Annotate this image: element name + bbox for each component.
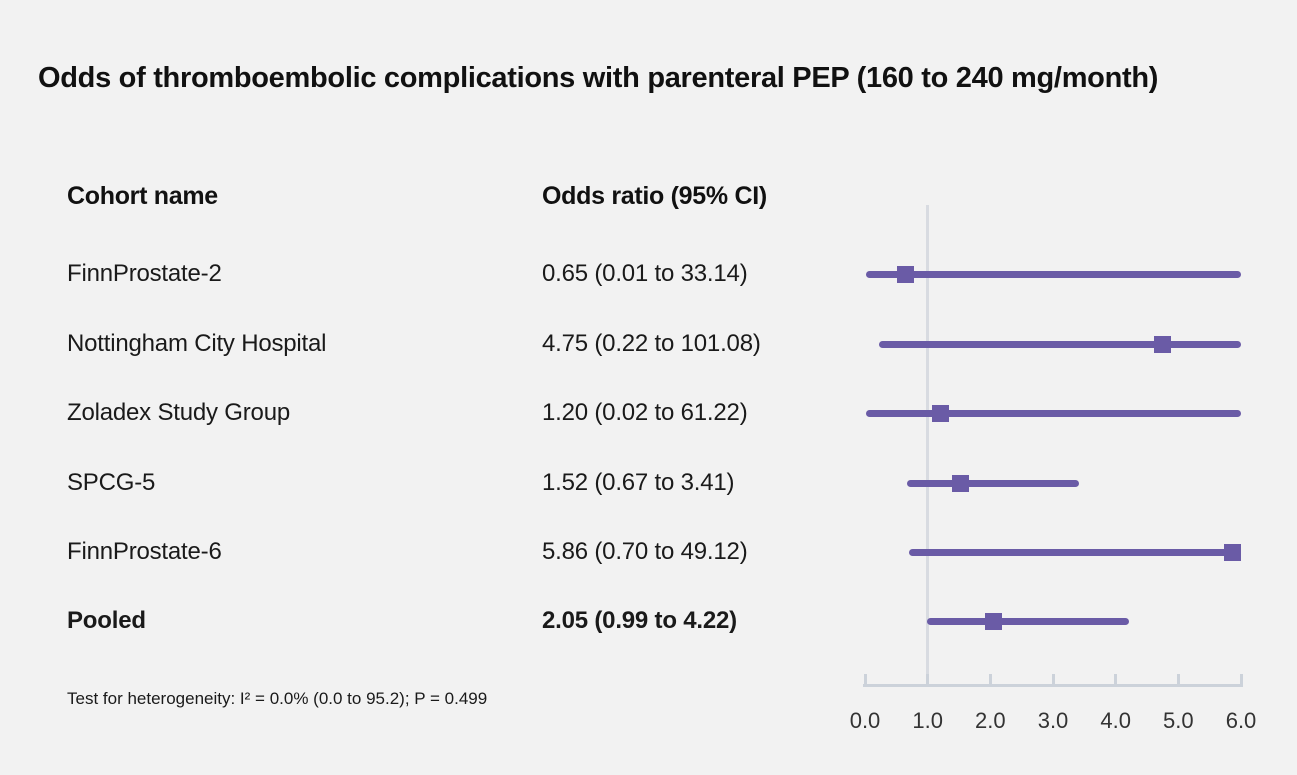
- cohort-name: SPCG-5: [67, 469, 156, 496]
- heterogeneity-footnote: Test for heterogeneity: I² = 0.0% (0.0 t…: [67, 689, 488, 708]
- point-estimate-marker: [951, 474, 969, 492]
- x-axis-tick: [863, 674, 867, 684]
- point-estimate-marker: [1223, 543, 1241, 561]
- confidence-interval-line: [866, 409, 1241, 417]
- chart-title: Odds of thromboembolic complications wit…: [38, 62, 1159, 94]
- column-header-odds-ratio: Odds ratio (95% CI): [542, 182, 767, 210]
- point-estimate-marker: [931, 404, 949, 422]
- x-axis-tick-label: 1.0: [912, 708, 943, 733]
- x-axis-tick-label: 0.0: [849, 708, 881, 733]
- x-axis-tick: [1114, 674, 1118, 684]
- odds-ratio-value: 2.05 (0.99 to 4.22): [542, 607, 737, 634]
- x-axis-tick-label: 2.0: [975, 708, 1006, 733]
- cohort-name: Pooled: [67, 607, 146, 634]
- odds-ratio-value: 1.20 (0.02 to 61.22): [542, 399, 748, 426]
- odds-ratio-value: 1.52 (0.67 to 3.41): [542, 469, 735, 496]
- x-axis-tick: [1176, 674, 1180, 684]
- odds-ratio-value: 4.75 (0.22 to 101.08): [542, 330, 761, 357]
- reference-line-1: [926, 205, 930, 687]
- x-axis-tick: [1051, 674, 1055, 684]
- confidence-interval-line: [927, 617, 1130, 625]
- confidence-interval-line: [906, 479, 1079, 487]
- confidence-interval-line: [908, 548, 1241, 556]
- cohort-name: Nottingham City Hospital: [67, 330, 327, 357]
- point-estimate-marker: [897, 265, 915, 283]
- confidence-interval-line: [865, 270, 1241, 278]
- column-header-cohort: Cohort name: [67, 182, 218, 210]
- x-axis-tick: [988, 674, 992, 684]
- cohort-name: FinnProstate-2: [67, 260, 222, 287]
- x-axis-tick: [1239, 674, 1243, 684]
- x-axis-line: [863, 684, 1243, 687]
- cohort-name: FinnProstate-6: [67, 538, 222, 565]
- confidence-interval-line: [878, 340, 1241, 348]
- x-axis-tick-label: 5.0: [1163, 708, 1194, 733]
- cohort-name: Zoladex Study Group: [67, 399, 290, 426]
- point-estimate-marker: [1154, 335, 1172, 353]
- x-axis-tick-label: 3.0: [1037, 708, 1069, 733]
- point-estimate-marker: [984, 612, 1002, 630]
- x-axis-tick-label: 4.0: [1100, 708, 1131, 733]
- odds-ratio-value: 0.65 (0.01 to 33.14): [542, 260, 748, 287]
- x-axis-tick-label: 6.0: [1225, 708, 1257, 733]
- x-axis-tick: [926, 674, 930, 684]
- odds-ratio-value: 5.86 (0.70 to 49.12): [542, 538, 748, 565]
